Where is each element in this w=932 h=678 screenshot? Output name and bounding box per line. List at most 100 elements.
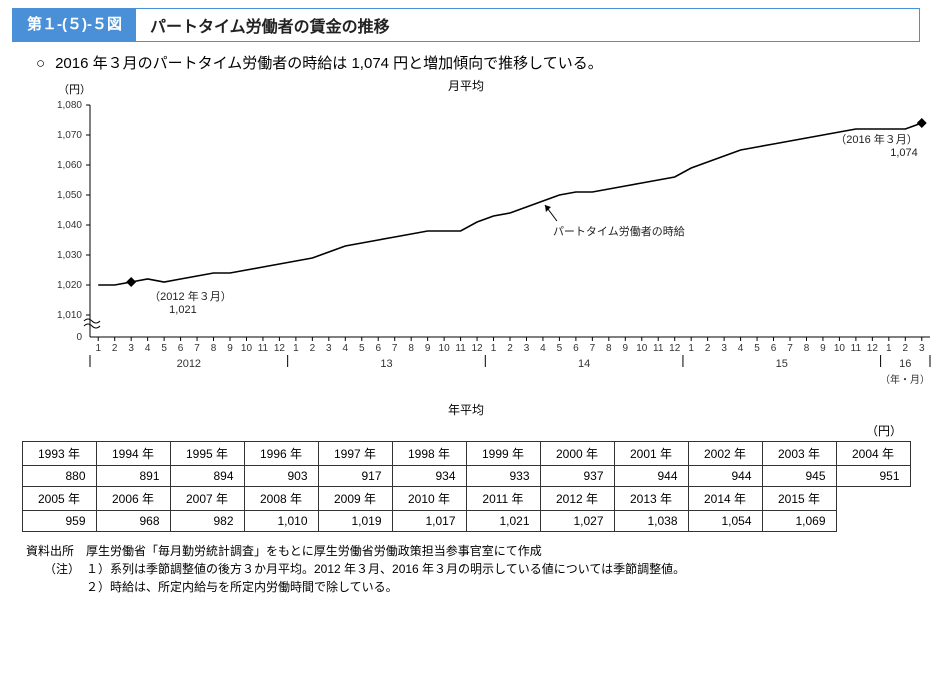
svg-text:7: 7	[194, 343, 200, 354]
note-label: （注）	[26, 560, 86, 596]
svg-text:1,074: 1,074	[890, 147, 918, 159]
svg-text:6: 6	[573, 343, 579, 354]
svg-text:1,021: 1,021	[169, 304, 197, 316]
svg-text:（年・月）: （年・月）	[880, 373, 930, 385]
year-cell: 2006 年	[96, 487, 170, 511]
svg-text:5: 5	[161, 343, 167, 354]
value-cell: 945	[762, 466, 836, 487]
year-cell: 2000 年	[540, 442, 614, 466]
svg-text:1,010: 1,010	[57, 310, 82, 321]
svg-text:1,040: 1,040	[57, 220, 82, 231]
annual-title: 年平均	[12, 401, 920, 418]
value-cell: 1,021	[466, 511, 540, 532]
svg-text:2: 2	[903, 343, 909, 354]
svg-text:8: 8	[211, 343, 217, 354]
svg-text:1: 1	[95, 343, 101, 354]
svg-text:5: 5	[754, 343, 760, 354]
year-cell: 2011 年	[466, 487, 540, 511]
svg-text:1: 1	[293, 343, 299, 354]
value-cell: 891	[96, 466, 170, 487]
svg-text:12: 12	[274, 343, 286, 354]
svg-text:15: 15	[776, 358, 788, 370]
svg-text:10: 10	[636, 343, 648, 354]
svg-text:4: 4	[738, 343, 744, 354]
svg-text:1: 1	[491, 343, 497, 354]
monthly-chart: （円） 月平均 1,0101,0201,0301,0401,0501,0601,…	[16, 77, 916, 387]
svg-text:6: 6	[178, 343, 184, 354]
svg-text:7: 7	[392, 343, 398, 354]
year-cell: 1993 年	[22, 442, 96, 466]
value-cell: 1,054	[688, 511, 762, 532]
svg-text:9: 9	[623, 343, 629, 354]
value-cell: 1,010	[244, 511, 318, 532]
year-cell: 1994 年	[96, 442, 170, 466]
year-cell: 2005 年	[22, 487, 96, 511]
svg-text:10: 10	[241, 343, 253, 354]
year-cell: 2004 年	[836, 442, 910, 466]
svg-text:11: 11	[851, 343, 862, 354]
value-cell: 917	[318, 466, 392, 487]
chart-subtitle: 月平均	[16, 77, 916, 94]
svg-text:9: 9	[227, 343, 233, 354]
svg-text:2012: 2012	[177, 358, 201, 370]
svg-text:16: 16	[899, 358, 911, 370]
year-cell: 2001 年	[614, 442, 688, 466]
lead-text: 2016 年３月のパートタイム労働者の時給は 1,074 円と増加傾向で推移して…	[36, 52, 920, 73]
svg-text:7: 7	[590, 343, 596, 354]
svg-text:4: 4	[145, 343, 151, 354]
svg-text:8: 8	[408, 343, 414, 354]
svg-text:13: 13	[380, 358, 392, 370]
svg-text:1,070: 1,070	[57, 130, 82, 141]
svg-text:2: 2	[507, 343, 513, 354]
svg-text:3: 3	[919, 343, 925, 354]
year-cell: 2008 年	[244, 487, 318, 511]
svg-text:0: 0	[76, 332, 82, 343]
figure-tag: 第１-(５)-５図	[13, 9, 136, 41]
value-cell: 959	[22, 511, 96, 532]
svg-text:パートタイム労働者の時給: パートタイム労働者の時給	[553, 224, 685, 238]
svg-text:2: 2	[310, 343, 316, 354]
year-cell: 2009 年	[318, 487, 392, 511]
value-cell: 937	[540, 466, 614, 487]
year-cell: 2003 年	[762, 442, 836, 466]
note-1: １）系列は季節調整値の後方３か月平均。2012 年３月、2016 年３月の明示し…	[86, 560, 906, 578]
value-cell: 1,038	[614, 511, 688, 532]
svg-text:2: 2	[705, 343, 711, 354]
footnotes: 資料出所 厚生労働省「毎月勤労統計調査」をもとに厚生労働省労働政策担当参事官室に…	[26, 542, 906, 596]
year-cell: 2015 年	[762, 487, 836, 511]
svg-text:5: 5	[359, 343, 365, 354]
value-cell: 951	[836, 466, 910, 487]
svg-text:3: 3	[524, 343, 530, 354]
value-cell: 933	[466, 466, 540, 487]
year-cell: 2014 年	[688, 487, 762, 511]
annual-table: 1993 年1994 年1995 年1996 年1997 年1998 年1999…	[22, 441, 911, 532]
svg-text:1,030: 1,030	[57, 250, 82, 261]
svg-text:14: 14	[578, 358, 590, 370]
value-cell: 1,019	[318, 511, 392, 532]
svg-text:3: 3	[326, 343, 332, 354]
source-line: 資料出所 厚生労働省「毎月勤労統計調査」をもとに厚生労働省労働政策担当参事官室に…	[26, 542, 906, 560]
svg-text:8: 8	[804, 343, 810, 354]
svg-text:（2012 年３月）: （2012 年３月）	[149, 289, 232, 303]
svg-text:3: 3	[721, 343, 727, 354]
value-cell: 1,017	[392, 511, 466, 532]
year-cell: 2013 年	[614, 487, 688, 511]
svg-text:1,080: 1,080	[57, 100, 82, 111]
figure-header: 第１-(５)-５図 パートタイム労働者の賃金の推移	[12, 8, 920, 42]
year-cell: 1995 年	[170, 442, 244, 466]
svg-text:11: 11	[258, 343, 269, 354]
year-cell: 2002 年	[688, 442, 762, 466]
svg-text:11: 11	[455, 343, 466, 354]
svg-text:4: 4	[343, 343, 349, 354]
year-cell: 2012 年	[540, 487, 614, 511]
svg-text:1: 1	[688, 343, 694, 354]
svg-text:2: 2	[112, 343, 118, 354]
svg-text:1: 1	[886, 343, 892, 354]
svg-text:8: 8	[606, 343, 612, 354]
year-cell: 1999 年	[466, 442, 540, 466]
year-cell: 2007 年	[170, 487, 244, 511]
year-cell: 2010 年	[392, 487, 466, 511]
value-cell: 968	[96, 511, 170, 532]
svg-text:1,060: 1,060	[57, 160, 82, 171]
value-cell: 1,027	[540, 511, 614, 532]
